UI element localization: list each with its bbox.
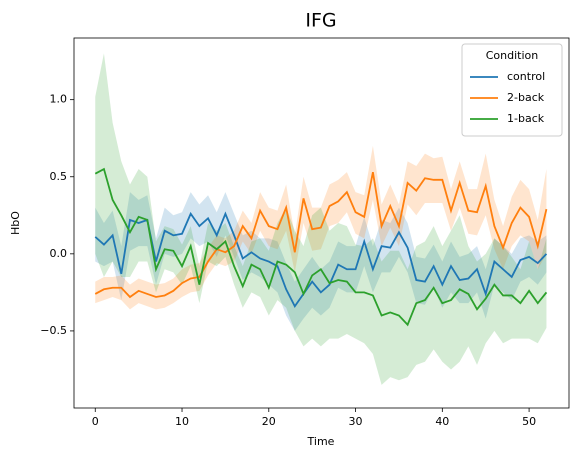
y-tick-label: −0.5 xyxy=(40,324,67,337)
confidence-band xyxy=(95,192,547,331)
x-tick-label: 20 xyxy=(262,415,276,428)
y-tick-label: 0.0 xyxy=(50,247,68,260)
y-tick-label: 0.5 xyxy=(50,170,68,183)
legend-label: 1-back xyxy=(507,112,545,125)
confidence-band xyxy=(95,53,547,385)
legend-box xyxy=(461,43,563,137)
x-tick-label: 50 xyxy=(522,415,536,428)
legend-label: control xyxy=(507,70,545,83)
y-axis-label: HbO xyxy=(9,211,22,235)
x-tick-label: 30 xyxy=(349,415,363,428)
line xyxy=(94,211,548,308)
line xyxy=(94,167,548,327)
legend-label: 2-back xyxy=(507,91,545,104)
plot-frame xyxy=(73,37,570,409)
line xyxy=(94,171,548,299)
x-tick-label: 40 xyxy=(435,415,449,428)
x-tick-label: 10 xyxy=(175,415,189,428)
chart-title: IFG xyxy=(305,10,336,32)
x-tick-label: 0 xyxy=(92,415,99,428)
y-tick-label: 1.0 xyxy=(50,93,68,106)
legend-title: Condition xyxy=(486,49,539,62)
x-axis-label: Time xyxy=(307,435,335,448)
